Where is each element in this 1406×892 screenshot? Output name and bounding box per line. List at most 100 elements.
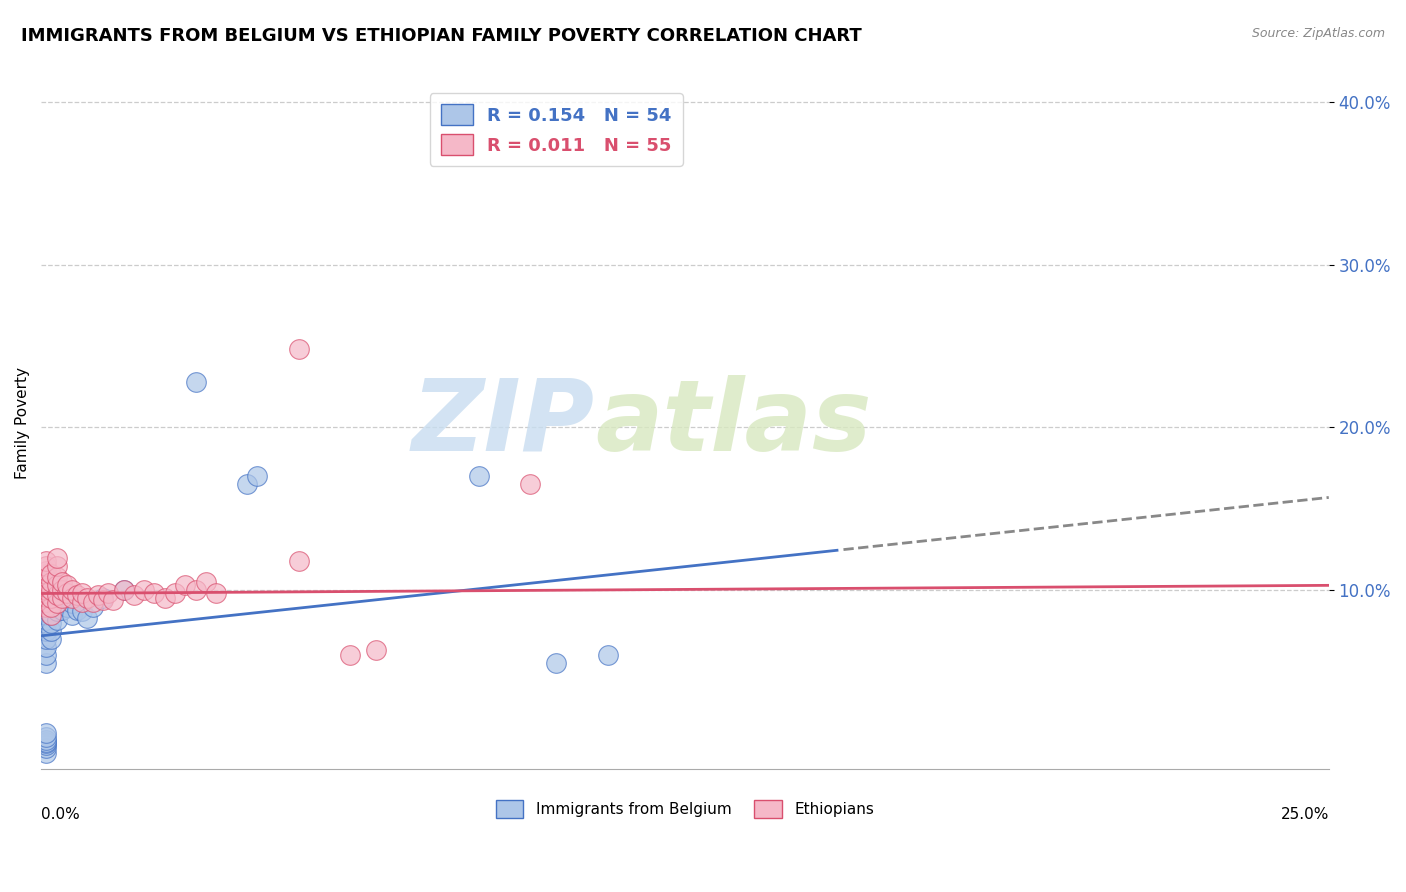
Point [194,575,217,590]
Legend: Immigrants from Belgium, Ethiopians: Immigrants from Belgium, Ethiopians [489,794,880,824]
Point [35,580,58,594]
Point [122,588,145,602]
Point [66,603,89,617]
Point [35,741,58,756]
Point [35,730,58,744]
Point [41,599,63,614]
Point [596,648,619,663]
Point [35,613,58,627]
Point [163,586,186,600]
Text: ZIP: ZIP [412,375,595,472]
Point [45,588,67,602]
Point [41,591,63,606]
Point [56,578,79,592]
Point [82,594,104,608]
Point [287,554,309,568]
Point [35,624,58,638]
Point [35,648,58,663]
Point [35,570,58,584]
Point [51,591,73,606]
Point [134,583,156,598]
Point [174,578,197,592]
Point [35,591,58,606]
Point [66,588,89,602]
Point [35,586,58,600]
Point [45,596,67,610]
Point [45,604,67,618]
Point [35,603,58,617]
Point [91,591,114,606]
Point [546,657,568,671]
Point [76,611,98,625]
Point [103,593,125,607]
Point [45,550,67,565]
Point [35,583,58,598]
Point [143,586,166,600]
Point [56,599,79,614]
Point [205,586,228,600]
Point [364,643,387,657]
Point [35,738,58,752]
Point [35,575,58,590]
Point [35,746,58,760]
Point [72,604,94,618]
Point [35,564,58,578]
Point [60,596,83,610]
Point [35,736,58,750]
Point [287,343,309,357]
Text: 0.0%: 0.0% [41,807,80,822]
Point [41,624,63,638]
Point [35,590,58,604]
Point [519,477,541,491]
Point [35,599,58,614]
Point [112,583,135,598]
Point [51,594,73,608]
Point [41,607,63,622]
Point [60,607,83,622]
Point [184,583,207,598]
Point [82,599,104,614]
Point [45,596,67,610]
Point [97,586,120,600]
Point [41,591,63,606]
Point [35,586,58,600]
Point [51,603,73,617]
Point [468,469,491,483]
Point [35,596,58,610]
Text: Source: ZipAtlas.com: Source: ZipAtlas.com [1251,27,1385,40]
Point [236,477,259,491]
Point [76,591,98,606]
Point [41,583,63,598]
Point [339,648,361,663]
Point [35,583,58,598]
Point [35,594,58,608]
Point [35,554,58,568]
Point [41,583,63,598]
Point [35,607,58,622]
Point [35,580,58,594]
Point [35,599,58,614]
Point [87,588,110,602]
Point [72,594,94,608]
Point [51,583,73,598]
Point [45,613,67,627]
Point [35,558,58,573]
Text: atlas: atlas [595,375,872,472]
Point [45,578,67,592]
Point [35,640,58,655]
Point [35,733,58,747]
Y-axis label: Family Poverty: Family Poverty [15,368,30,479]
Point [51,575,73,590]
Point [35,657,58,671]
Point [35,575,58,590]
Point [35,632,58,646]
Point [41,599,63,614]
Point [41,632,63,646]
Point [72,586,94,600]
Point [56,586,79,600]
Point [184,375,207,389]
Point [45,558,67,573]
Point [60,591,83,606]
Point [35,726,58,740]
Point [153,591,176,606]
